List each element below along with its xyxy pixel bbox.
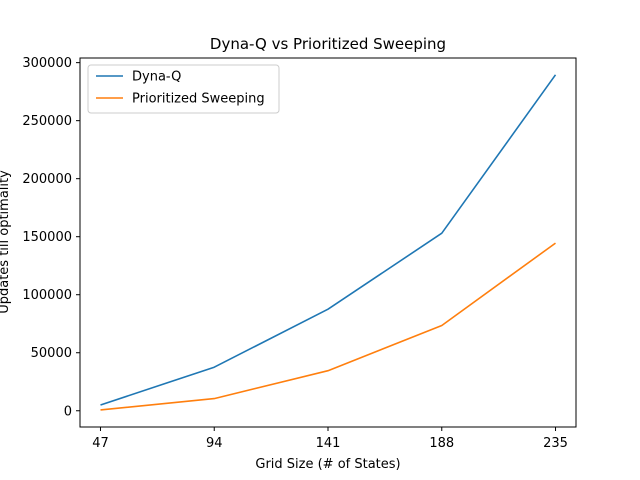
y-tick-label: 100000 [22,288,72,303]
series-line-0 [100,74,557,406]
legend-label-0: Dyna-Q [132,70,181,85]
x-tick-label: 188 [429,436,454,451]
x-axis-label: Grid Size (# of States) [255,457,400,472]
x-axis: 47 94 141 188 235 [92,427,568,451]
series-layer [100,74,557,411]
series-line-1 [100,242,556,411]
y-tick-label: 200000 [22,172,72,187]
legend-box [87,64,280,114]
y-axis-label: Updates till optimality [0,170,12,314]
y-tick-label: 250000 [22,114,72,129]
y-tick-label: 150000 [22,230,72,245]
legend-label-1: Prioritized Sweeping [132,92,265,107]
y-tick-label: 0 [64,404,72,419]
y-tick-label: 300000 [22,56,72,71]
chart-title: Dyna-Q vs Prioritized Sweeping [210,35,446,53]
x-tick-label: 235 [543,436,568,451]
y-tick-label: 50000 [31,346,72,361]
y-axis: 0 50000 100000 150000 200000 250000 300000 [22,56,80,419]
x-tick-label: 94 [206,436,223,451]
plot-area [80,58,576,427]
x-tick-label: 47 [92,436,109,451]
x-tick-label: 141 [316,436,341,451]
legend: Dyna-Q Prioritized Sweeping [87,64,280,114]
